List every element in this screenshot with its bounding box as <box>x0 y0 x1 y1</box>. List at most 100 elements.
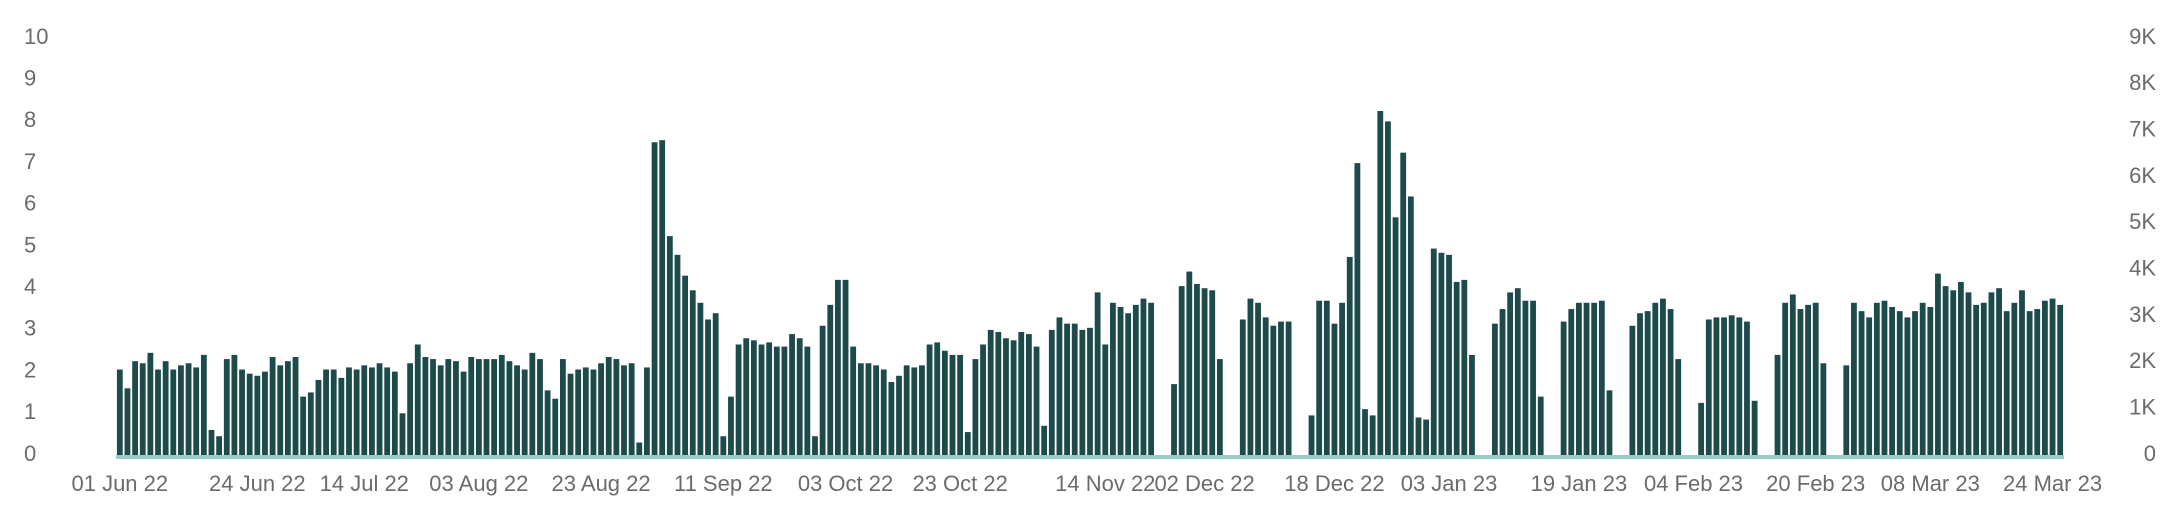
bar <box>132 361 139 455</box>
bar <box>1919 302 1926 455</box>
bar <box>1400 152 1407 456</box>
bar <box>1675 359 1682 455</box>
bar <box>1652 302 1659 455</box>
bar <box>170 369 177 455</box>
bar <box>750 340 757 455</box>
bar <box>1789 294 1796 455</box>
bar <box>1415 417 1422 455</box>
bar <box>1270 325 1277 455</box>
y2-tick-label: 5K <box>2129 209 2156 234</box>
bar <box>1255 302 1261 455</box>
y2-tick-label: 0 <box>2144 441 2156 466</box>
bar <box>987 329 994 455</box>
bar <box>1713 317 1720 455</box>
bar <box>613 359 620 455</box>
bar <box>1576 302 1582 455</box>
bar <box>1087 327 1093 455</box>
y-tick-label: 1 <box>24 399 36 424</box>
bar <box>1660 298 1666 455</box>
bar <box>155 369 161 455</box>
y-tick-label: 6 <box>24 191 36 216</box>
x-tick-label: 14 Jul 22 <box>320 471 409 496</box>
bar <box>475 359 482 455</box>
bar <box>407 363 414 455</box>
bar <box>941 350 948 455</box>
bar <box>376 363 383 455</box>
bar <box>1346 256 1353 455</box>
y-tick-label: 2 <box>24 357 36 382</box>
y2-tick-label: 1K <box>2129 394 2156 419</box>
bar <box>972 359 979 455</box>
bar <box>307 392 314 455</box>
bar <box>575 369 582 455</box>
bar <box>437 365 444 455</box>
x-tick-label: 11 Sep 22 <box>674 471 773 496</box>
bar <box>216 436 223 455</box>
bar <box>1514 288 1521 455</box>
bar <box>185 363 192 455</box>
bar <box>1308 415 1315 455</box>
bar <box>200 354 207 455</box>
bar <box>1820 363 1827 455</box>
bar <box>773 346 780 455</box>
bar <box>2019 290 2025 455</box>
bar <box>1797 309 1804 455</box>
bar <box>1048 329 1055 455</box>
bar <box>911 367 918 455</box>
bar <box>957 354 964 455</box>
y-tick-label: 9 <box>24 66 36 91</box>
bar <box>1957 281 1964 455</box>
bar <box>789 334 795 455</box>
x-tick-label: 23 Aug 22 <box>552 471 651 496</box>
bar <box>621 365 627 455</box>
x-tick-label: 24 Jun 22 <box>209 471 306 496</box>
bar <box>1385 121 1391 456</box>
bar <box>636 442 643 455</box>
bar <box>796 338 803 455</box>
bar <box>1110 302 1116 455</box>
bar <box>537 359 543 455</box>
bar <box>1935 273 1941 455</box>
bar <box>1339 302 1345 455</box>
bar <box>995 331 1002 455</box>
bar <box>399 413 406 455</box>
bar <box>1285 321 1292 455</box>
bar <box>1568 309 1575 455</box>
bar <box>124 388 131 455</box>
x-tick-label: 14 Nov 22 <box>1055 471 1155 496</box>
bar <box>1125 313 1132 455</box>
bar <box>919 365 925 455</box>
bar <box>980 344 986 455</box>
bar <box>926 344 933 455</box>
bar <box>330 369 337 455</box>
bar <box>1025 334 1032 455</box>
bar <box>2034 309 2041 455</box>
bar <box>1469 354 1475 455</box>
x-tick-label: 04 Feb 23 <box>1644 471 1743 496</box>
bar <box>1178 286 1185 455</box>
bar <box>1071 323 1078 455</box>
bar <box>697 302 704 455</box>
bar <box>1851 302 1857 455</box>
bar <box>1889 306 1896 455</box>
bar <box>460 371 467 455</box>
bar <box>1583 302 1590 455</box>
bar <box>781 346 788 455</box>
bar <box>934 342 941 455</box>
bar <box>1904 317 1911 455</box>
bar <box>353 369 360 455</box>
bar <box>239 369 245 455</box>
bar <box>1461 279 1468 455</box>
bar <box>445 359 452 455</box>
bar <box>827 304 834 455</box>
bar <box>208 429 215 455</box>
y2-tick-label: 7K <box>2129 116 2156 141</box>
bar <box>262 371 268 455</box>
bar <box>2011 302 2018 455</box>
x-tick-label: 23 Oct 22 <box>912 471 1007 496</box>
y-tick-label: 0 <box>24 441 36 466</box>
bar <box>1438 252 1445 455</box>
bar <box>1201 288 1208 455</box>
bar <box>804 346 811 455</box>
y2-tick-label: 2K <box>2129 348 2156 373</box>
